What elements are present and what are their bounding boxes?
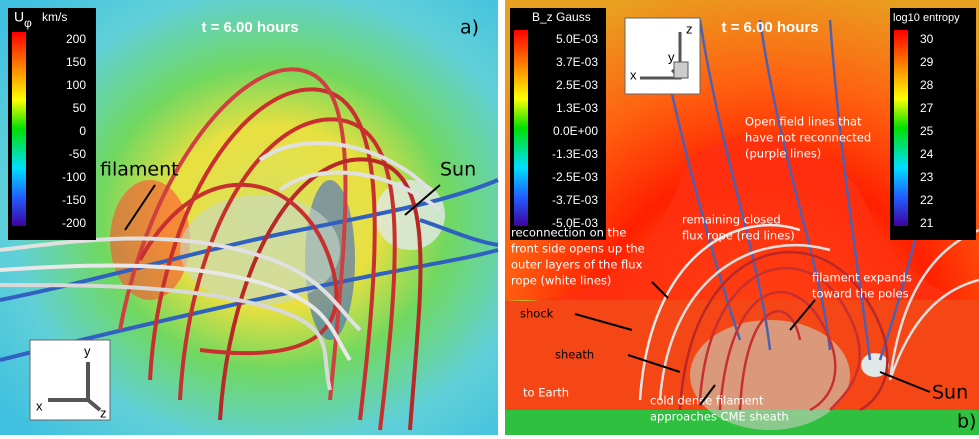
annotation: Sun [440, 159, 476, 181]
panel-b: B_z Gauss 5.0E-03 3.7E-03 2.5E-03 1.3E-03 0.… [505, 0, 979, 435]
colorbar-label: 22 [920, 193, 934, 207]
annotation: flux rope (red lines) [682, 229, 795, 243]
colorbar-label: 28 [920, 78, 934, 92]
axes-box [674, 62, 688, 78]
annotation: toward the poles [812, 287, 909, 301]
time-label: t = 6.00 hours [201, 19, 298, 36]
colorbar-label: 0 [79, 124, 86, 138]
annotation: approaches CME sheath [650, 410, 789, 424]
annotation: sheath [555, 348, 594, 362]
colorbar-label: 3.7E-03 [556, 55, 598, 69]
annotation: have not reconnected [745, 131, 871, 145]
colorbar-label: 150 [66, 55, 86, 69]
colorbar [894, 30, 908, 226]
colorbar-labels: 5.0E-03 3.7E-03 2.5E-03 1.3E-03 0.0E+00 -1.3E… [552, 32, 598, 230]
axis-label: y [668, 49, 675, 64]
time-label: t = 6.00 hours [721, 19, 818, 36]
annotation: filament expands [812, 271, 912, 285]
annotation: remaining closed [682, 213, 781, 227]
colorbar-label: -2.5E-03 [552, 170, 598, 184]
panel-label: a) [460, 17, 479, 39]
colorbar-label: -200 [62, 216, 86, 230]
panel-a: U φ km/s 200 150 100 50 0 -50 -100 -150 -200 t =… [0, 0, 498, 435]
colorbar-label: 50 [73, 101, 87, 115]
colorbar-label: 0.0E+00 [553, 124, 598, 138]
colorbar-label: -1.3E-03 [552, 147, 598, 161]
colorbar-label: -50 [69, 147, 87, 161]
colorbar-label: 5.0E-03 [556, 32, 598, 46]
axis-label: x [630, 67, 637, 82]
annotation: filament [100, 159, 179, 181]
colorbar [514, 30, 528, 226]
colorbar-label: 100 [66, 78, 86, 92]
colorbar-label: 1.3E-03 [556, 101, 598, 115]
figure: U φ km/s 200 150 100 50 0 -50 -100 -150 -200 t =… [0, 0, 979, 435]
colorbar-subscript: φ [24, 16, 32, 30]
annotation: shock [520, 307, 554, 321]
colorbar-label: 30 [920, 32, 934, 46]
colorbar-labels: 30 29 28 27 25 24 23 22 21 [920, 32, 934, 230]
colorbar-label: 29 [920, 55, 934, 69]
annotation: to Earth [523, 386, 569, 400]
colorbar-label: 21 [920, 216, 934, 230]
axis-label: z [686, 21, 693, 36]
colorbar-label: 25 [920, 124, 934, 138]
annotation: outer layers of the flux [511, 258, 643, 272]
colorbar-label: -150 [62, 193, 86, 207]
colorbar-label: 27 [920, 101, 934, 115]
colorbar-label: -3.7E-03 [552, 193, 598, 207]
colorbar-label: -100 [62, 170, 86, 184]
colorbar-title: B_z Gauss [532, 10, 591, 24]
colorbar-label: 200 [66, 32, 86, 46]
annotation: rope (white lines) [511, 274, 611, 288]
annotation: reconnection on the [511, 226, 626, 240]
colorbar [12, 32, 26, 226]
colorbar-label: 2.5E-03 [556, 78, 598, 92]
colorbar-label: 23 [920, 170, 934, 184]
colorbar-title: U [14, 9, 24, 25]
axis-label: z [100, 405, 107, 420]
annotation: front side opens up the [511, 242, 645, 256]
annotation: Open field lines that [745, 115, 862, 129]
annotation: (purple lines) [745, 147, 821, 161]
annotation: Sun [932, 382, 968, 404]
colorbar-title: log10 entropy [893, 12, 960, 24]
colorbar-label: 24 [920, 147, 934, 161]
axis-label: x [36, 398, 43, 413]
axis-label: y [84, 343, 91, 358]
colorbar-unit: km/s [42, 10, 67, 24]
panel-label: b) [957, 411, 976, 433]
